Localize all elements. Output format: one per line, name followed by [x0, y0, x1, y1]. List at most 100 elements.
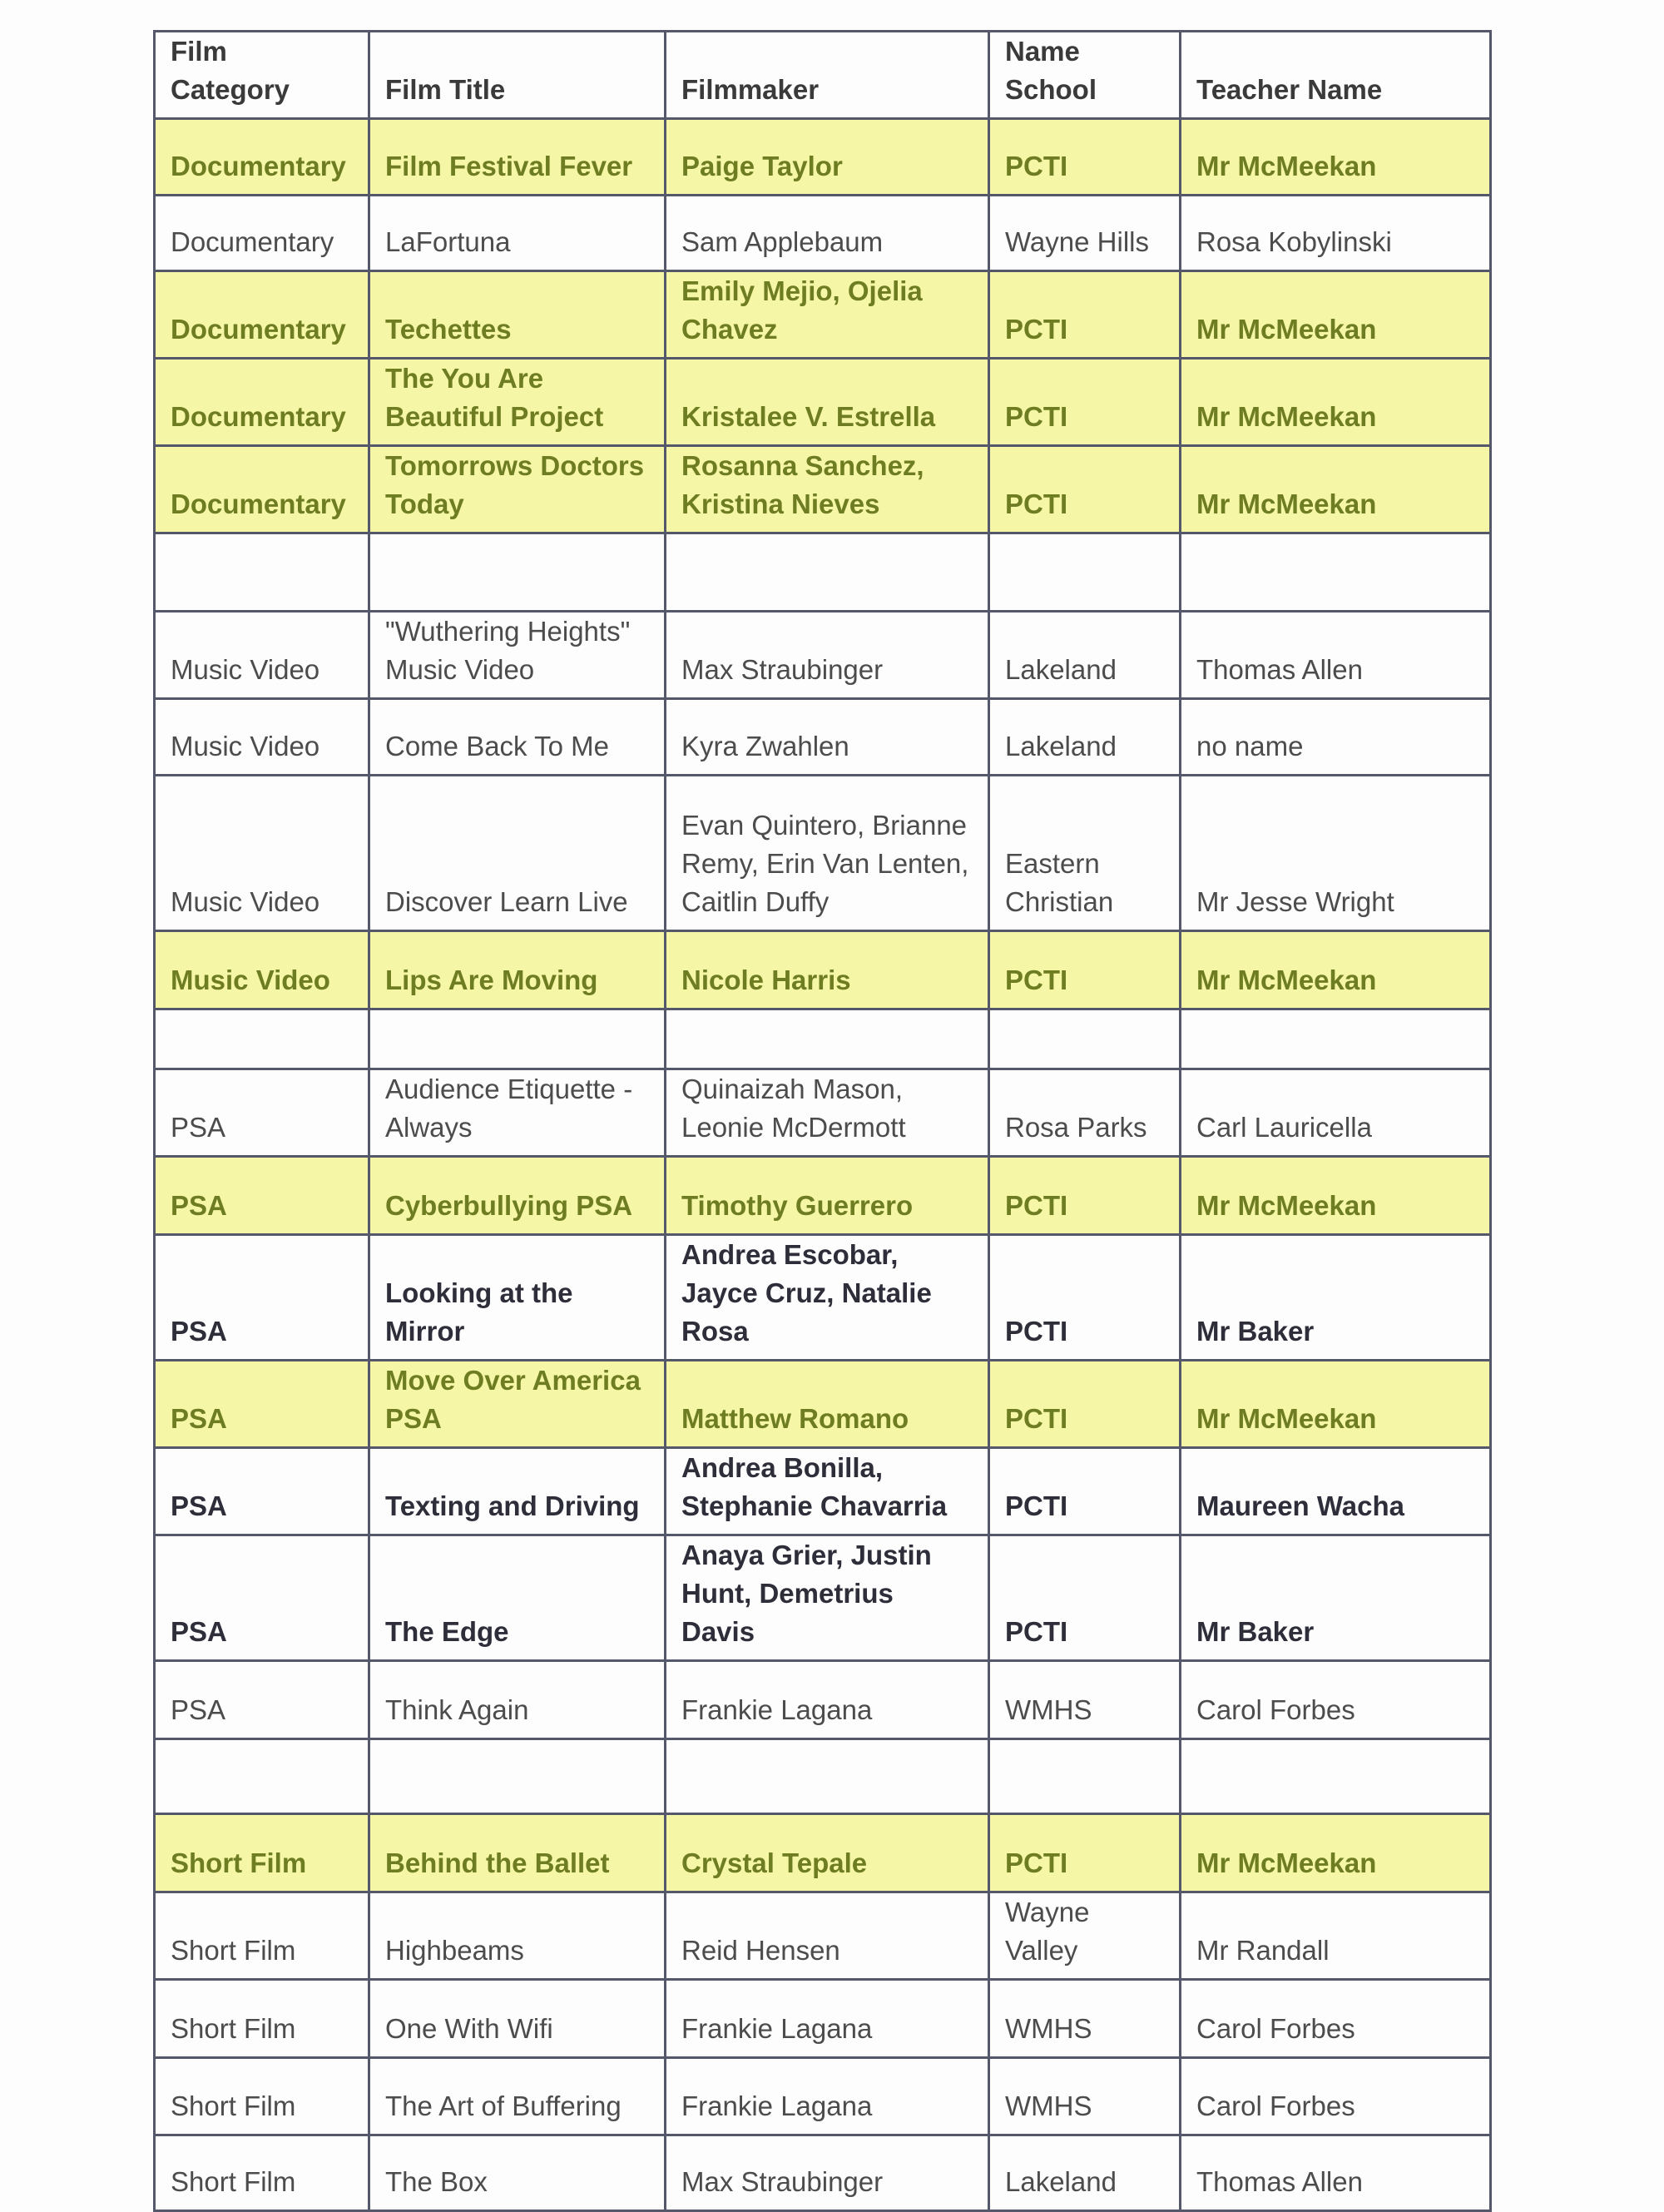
cell-teacher-name — [1179, 1008, 1492, 1070]
cell-teacher-name: Maureen Wacha — [1179, 1446, 1492, 1536]
table-row: Music Video Come Back To Me Kyra Zwahlen La… — [153, 697, 1492, 776]
cell-film-category: Music Video — [153, 610, 370, 700]
cell-film-category: Short Film — [153, 1891, 370, 1981]
cell-film-category: PSA — [153, 1155, 370, 1236]
cell-film-title: The Art of Buffering — [368, 2056, 666, 2136]
cell-filmmaker: Kristalee V. Estrella — [664, 357, 990, 447]
cell-teacher-name: Mr McMeekan — [1179, 1155, 1492, 1236]
cell-filmmaker — [664, 1738, 990, 1815]
table-row: PSA Texting and Driving Andrea Bonilla, St… — [153, 1446, 1492, 1536]
cell-film-category: Short Film — [153, 2134, 370, 2212]
cell-film-category: Music Video — [153, 697, 370, 776]
table-row: Music Video "Wuthering Heights" Music Vid… — [153, 610, 1492, 700]
cell-school: Wayne Hills — [988, 194, 1181, 272]
cell-film-title: LaFortuna — [368, 194, 666, 272]
cell-film-title: Film Festival Fever — [368, 117, 666, 196]
cell-film-title: "Wuthering Heights" Music Video — [368, 610, 666, 700]
table-row: PSA The Edge Anaya Grier, Justin Hunt, Dem… — [153, 1534, 1492, 1662]
cell-film-category: Documentary — [153, 270, 370, 360]
cell-filmmaker: Anaya Grier, Justin Hunt, Demetrius Davi… — [664, 1534, 990, 1662]
cell-film-title: The Box — [368, 2134, 666, 2212]
cell-film-category: Music Video — [153, 774, 370, 932]
film-festival-table: Film Category Film Title Filmmaker Name … — [153, 30, 1492, 2212]
cell-film-title: Discover Learn Live — [368, 774, 666, 932]
header-name-school: Name School — [988, 30, 1181, 120]
cell-school: PCTI — [988, 270, 1181, 360]
table-row: PSA Cyberbullying PSA Timothy Guerrero PCTI… — [153, 1155, 1492, 1236]
table-row: Short Film The Art of Buffering Frankie La… — [153, 2056, 1492, 2136]
cell-filmmaker: Timothy Guerrero — [664, 1155, 990, 1236]
cell-school: Lakeland — [988, 2134, 1181, 2212]
cell-school — [988, 1008, 1181, 1070]
blank-row — [153, 1008, 1492, 1070]
header-film-title: Film Title — [368, 30, 666, 120]
cell-teacher-name: Thomas Allen — [1179, 2134, 1492, 2212]
table-row: Documentary The You Are Beautiful Project… — [153, 357, 1492, 447]
header-teacher-name: Teacher Name — [1179, 30, 1492, 120]
cell-teacher-name: Mr Baker — [1179, 1233, 1492, 1361]
cell-teacher-name: Mr McMeekan — [1179, 444, 1492, 534]
cell-film-category: Documentary — [153, 117, 370, 196]
cell-school: PCTI — [988, 357, 1181, 447]
cell-teacher-name: Mr Jesse Wright — [1179, 774, 1492, 932]
cell-film-category: Music Video — [153, 930, 370, 1010]
cell-film-title: Come Back To Me — [368, 697, 666, 776]
cell-school: PCTI — [988, 444, 1181, 534]
table-row: Documentary LaFortuna Sam Applebaum Wayne H… — [153, 194, 1492, 272]
cell-school: Lakeland — [988, 610, 1181, 700]
cell-teacher-name: Carol Forbes — [1179, 2056, 1492, 2136]
cell-film-title: Think Again — [368, 1659, 666, 1740]
cell-film-category: Documentary — [153, 357, 370, 447]
cell-film-title: Lips Are Moving — [368, 930, 666, 1010]
cell-school: WMHS — [988, 1978, 1181, 2059]
table-row: PSA Move Over America PSA Matthew Romano PC… — [153, 1359, 1492, 1449]
cell-teacher-name: Thomas Allen — [1179, 610, 1492, 700]
cell-school: PCTI — [988, 1534, 1181, 1662]
cell-school: Lakeland — [988, 697, 1181, 776]
cell-teacher-name: Mr McMeekan — [1179, 1813, 1492, 1893]
cell-film-title: Texting and Driving — [368, 1446, 666, 1536]
cell-film-category: Short Film — [153, 1978, 370, 2059]
cell-film-category: PSA — [153, 1233, 370, 1361]
table-row: Short Film Highbeams Reid Hensen Wayne Vall… — [153, 1891, 1492, 1981]
cell-teacher-name: Rosa Kobylinski — [1179, 194, 1492, 272]
cell-film-title: The Edge — [368, 1534, 666, 1662]
cell-filmmaker: Rosanna Sanchez, Kristina Nieves — [664, 444, 990, 534]
table-row: Short Film One With Wifi Frankie Lagana WMH… — [153, 1978, 1492, 2059]
cell-film-title: Highbeams — [368, 1891, 666, 1981]
cell-teacher-name: Mr McMeekan — [1179, 357, 1492, 447]
blank-row — [153, 532, 1492, 613]
cell-film-title: Techettes — [368, 270, 666, 360]
cell-filmmaker: Emily Mejio, Ojelia Chavez — [664, 270, 990, 360]
cell-school: PCTI — [988, 1446, 1181, 1536]
cell-school: PCTI — [988, 930, 1181, 1010]
cell-school: PCTI — [988, 1233, 1181, 1361]
cell-school: Eastern Christian — [988, 774, 1181, 932]
cell-film-category: PSA — [153, 1659, 370, 1740]
cell-filmmaker: Max Straubinger — [664, 2134, 990, 2212]
cell-film-category — [153, 532, 370, 613]
cell-teacher-name: no name — [1179, 697, 1492, 776]
cell-school: PCTI — [988, 1813, 1181, 1893]
cell-teacher-name: Mr McMeekan — [1179, 117, 1492, 196]
cell-teacher-name — [1179, 532, 1492, 613]
cell-teacher-name: Carol Forbes — [1179, 1659, 1492, 1740]
cell-teacher-name: Carl Lauricella — [1179, 1068, 1492, 1158]
cell-teacher-name: Mr Baker — [1179, 1534, 1492, 1662]
cell-school: PCTI — [988, 117, 1181, 196]
cell-film-title — [368, 1738, 666, 1815]
cell-filmmaker — [664, 1008, 990, 1070]
cell-film-title: Cyberbullying PSA — [368, 1155, 666, 1236]
cell-film-category: Short Film — [153, 2056, 370, 2136]
cell-film-title: One With Wifi — [368, 1978, 666, 2059]
cell-filmmaker: Andrea Bonilla, Stephanie Chavarria — [664, 1446, 990, 1536]
table-row: Documentary Film Festival Fever Paige Tayl… — [153, 117, 1492, 196]
table-row: Short Film The Box Max Straubinger Lakeland… — [153, 2134, 1492, 2212]
cell-filmmaker: Frankie Lagana — [664, 2056, 990, 2136]
cell-filmmaker: Frankie Lagana — [664, 1659, 990, 1740]
cell-school — [988, 1738, 1181, 1815]
cell-filmmaker: Frankie Lagana — [664, 1978, 990, 2059]
cell-teacher-name: Carol Forbes — [1179, 1978, 1492, 2059]
cell-film-title — [368, 532, 666, 613]
cell-filmmaker: Paige Taylor — [664, 117, 990, 196]
